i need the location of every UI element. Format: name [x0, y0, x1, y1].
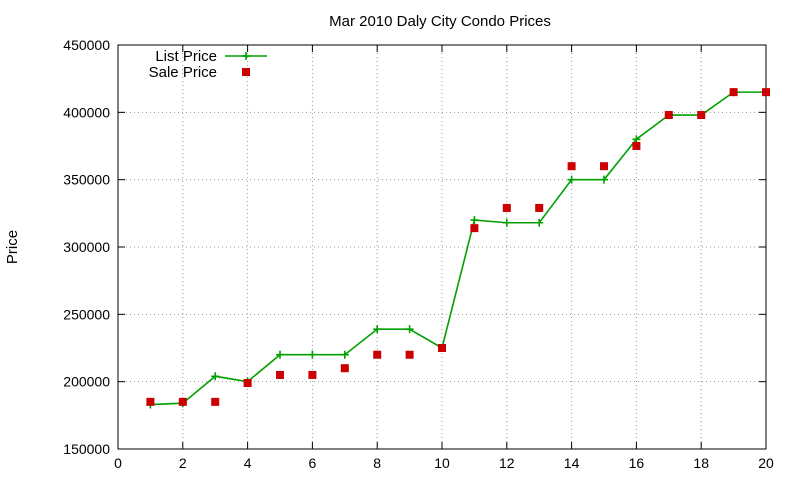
x-tick-label: 10: [434, 455, 450, 471]
y-tick-label: 300000: [63, 239, 110, 255]
data-point: [664, 111, 673, 120]
data-point: [729, 88, 738, 97]
series-layer: [146, 88, 770, 409]
data-point: [632, 135, 641, 144]
data-point: [535, 203, 544, 212]
data-point: [632, 142, 641, 150]
data-point: [405, 325, 414, 334]
legend-swatch-marker: [242, 52, 250, 60]
data-point: [340, 364, 349, 373]
data-point: [211, 397, 220, 406]
data-point: [373, 350, 382, 359]
data-point: [211, 372, 220, 381]
data-point: [308, 370, 317, 379]
x-tick-label: 0: [114, 455, 122, 471]
y-tick-label: 200000: [63, 374, 110, 390]
data-point: [470, 224, 479, 233]
series-1: [146, 88, 770, 409]
y-tick-label: 250000: [63, 306, 110, 322]
x-tick-label: 16: [629, 455, 645, 471]
legend-label: Sale Price: [149, 64, 217, 81]
x-tick-label: 2: [179, 455, 187, 471]
data-point: [308, 350, 317, 359]
data-point: [470, 216, 479, 225]
data-point: [405, 350, 414, 359]
data-point: [502, 203, 511, 212]
y-tick-label: 450000: [63, 37, 110, 53]
chart-title: Mar 2010 Daly City Condo Prices: [329, 13, 551, 30]
data-point: [600, 162, 608, 171]
data-point: [567, 175, 576, 184]
x-tick-label: 12: [499, 455, 515, 471]
series-2: [146, 88, 770, 406]
legend-label: List Price: [155, 48, 217, 65]
data-point: [373, 325, 382, 334]
y-tick-label: 400000: [63, 104, 110, 120]
data-point: [567, 162, 576, 171]
x-tick-label: 18: [693, 455, 709, 471]
axis-ticks: 0 2 4 6 8 10 12 14 16 18 20 150000 200000 250000 30000…: [63, 37, 774, 471]
data-point: [762, 88, 770, 97]
data-point: [438, 344, 446, 352]
x-tick-label: 8: [373, 455, 381, 471]
x-tick-label: 4: [244, 455, 252, 471]
data-point: [697, 111, 706, 120]
x-tick-label: 6: [309, 455, 317, 471]
y-tick-label: 350000: [63, 172, 110, 188]
grid: [118, 45, 766, 449]
data-point: [146, 397, 155, 406]
y-axis-label: Price: [4, 230, 21, 264]
y-tick-label: 150000: [63, 441, 110, 457]
x-tick-label: 14: [564, 455, 580, 471]
x-tick-label: 20: [758, 455, 774, 471]
data-point: [276, 350, 284, 359]
data-point: [178, 397, 187, 406]
data-point: [276, 370, 284, 379]
data-point: [535, 218, 544, 227]
data-point: [340, 350, 349, 359]
legend-swatch-marker: [242, 68, 250, 76]
data-point: [243, 379, 252, 388]
series-line: [150, 91, 766, 406]
data-point: [502, 218, 511, 227]
data-point: [600, 175, 608, 184]
